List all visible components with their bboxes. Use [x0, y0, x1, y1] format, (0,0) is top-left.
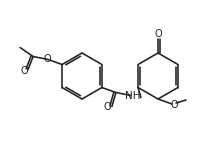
Text: O: O: [170, 100, 178, 109]
Text: O: O: [20, 66, 28, 76]
Text: O: O: [154, 29, 162, 39]
Text: O: O: [44, 54, 51, 64]
Text: O: O: [103, 101, 111, 112]
Text: NH: NH: [125, 91, 141, 101]
